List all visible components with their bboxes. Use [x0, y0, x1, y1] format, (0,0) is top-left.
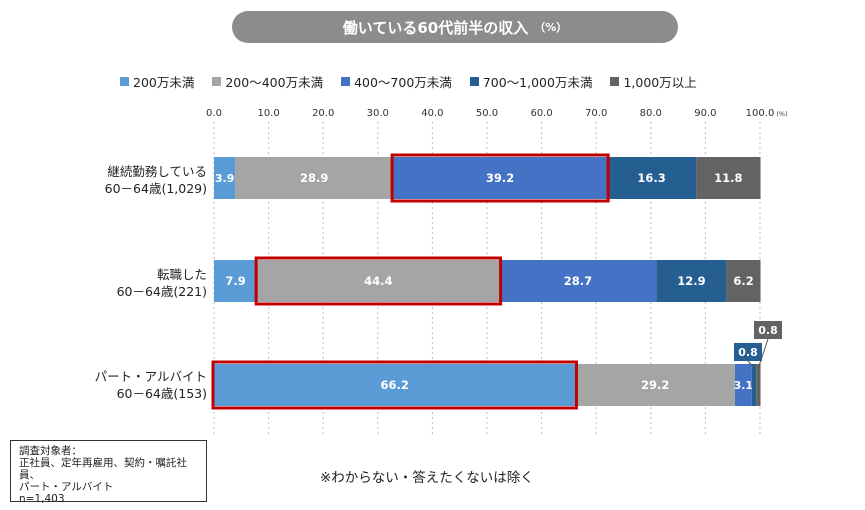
category-label-continued: 継続勤務している 60－64歳(1,029)	[105, 163, 207, 197]
bar-segment	[257, 260, 500, 302]
category-label-line1: 継続勤務している	[107, 164, 207, 179]
legend-swatch	[341, 77, 351, 86]
legend-label: 200万未満	[133, 75, 195, 90]
bar-segment	[726, 260, 761, 302]
category-label-line2: 60－64歳(1,029)	[104, 181, 207, 196]
data-label: 28.7	[564, 274, 592, 288]
legend-item-over-1000: 1,000万以上	[610, 72, 697, 91]
legend-label: 200～400万未満	[225, 75, 324, 90]
legend-swatch	[212, 77, 222, 86]
legend-label: 700～1,000万未満	[482, 75, 593, 90]
x-tick-label: 10.0	[257, 108, 279, 119]
legend-label: 400～700万未満	[354, 75, 452, 90]
data-label: 16.3	[637, 171, 665, 185]
note-line: パート・アルバイト	[19, 481, 114, 493]
x-tick-label: 90.0	[694, 108, 716, 119]
x-axis-unit: (%)	[776, 110, 787, 118]
bar-segment	[214, 364, 576, 406]
callout-label: 0.8	[758, 324, 778, 337]
bar-segment	[734, 364, 752, 406]
x-tick-label: 40.0	[421, 108, 443, 119]
x-tick-label: 60.0	[530, 108, 552, 119]
note-line: n=1,403	[19, 493, 65, 505]
chart-title-unit: （%）	[534, 21, 568, 34]
data-label: 66.2	[381, 378, 409, 392]
survey-note-box: 調査対象者： 正社員、定年再雇用、契約・嘱託社員、 パート・アルバイト n=1,…	[10, 440, 207, 505]
callout-line	[747, 360, 755, 369]
category-label-part-time: パート・アルバイト 60－64歳(153)	[95, 368, 207, 402]
chart-title-pill: 働いている60代前半の収入 （%）	[232, 11, 678, 43]
x-tick-label: 80.0	[640, 108, 662, 119]
bar-segment	[656, 260, 727, 302]
bar-segment	[575, 364, 735, 406]
legend-item-under-200: 200万未満	[120, 72, 194, 91]
legend-label: 1,000万以上	[623, 75, 697, 90]
data-label: 28.9	[300, 171, 328, 185]
x-tick-label: 100.0	[746, 108, 775, 119]
highlight-box	[211, 360, 578, 410]
bar-segment	[214, 157, 236, 199]
bar-segment	[499, 260, 657, 302]
callout-box	[734, 343, 762, 361]
stacked-bar-chart: 0.0 10.0 20.0 30.0 40.0 50.0 60.0 70.0 80.0 90.0 1…	[206, 108, 788, 436]
bar-segment	[214, 260, 258, 302]
bar-segment	[751, 364, 757, 406]
legend: 200万未満 200～400万未満 400～700万未満 700～1,000万未…	[120, 72, 697, 91]
bar-segment	[756, 364, 761, 406]
legend-swatch	[469, 77, 479, 86]
legend-item-200-400: 200～400万未満	[212, 72, 323, 91]
x-tick-label: 30.0	[367, 108, 389, 119]
legend-swatch	[610, 77, 620, 86]
category-label-line2: 60－64歳(221)	[116, 284, 207, 299]
data-label: 7.9	[225, 274, 245, 288]
callout-label: 0.8	[738, 346, 758, 359]
data-label: 12.9	[677, 274, 705, 288]
x-tick-label: 70.0	[585, 108, 607, 119]
category-label-job-change: 転職した 60－64歳(221)	[117, 266, 207, 300]
data-label: 44.4	[364, 274, 392, 288]
x-tick-label: 50.0	[476, 108, 498, 119]
x-tick-label: 0.0	[206, 108, 222, 119]
legend-swatch	[120, 77, 129, 86]
chart-title: 働いている60代前半の収入	[342, 18, 529, 37]
data-label: 29.2	[641, 378, 669, 392]
callout-line	[757, 338, 769, 369]
category-label-line2: 60－64歳(153)	[116, 386, 207, 401]
data-label: 3.9	[215, 172, 235, 185]
data-label: 39.2	[486, 171, 514, 185]
bar-segment	[696, 157, 761, 199]
data-label: 11.8	[714, 171, 742, 185]
category-label-line1: 転職した	[156, 267, 207, 282]
bar-segment	[393, 157, 608, 199]
note-line: 正社員、定年再雇用、契約・嘱託社員、	[19, 457, 187, 481]
footnote: ※わからない・答えたくないは除く	[320, 470, 534, 486]
data-label: 3.1	[734, 379, 754, 392]
highlight-box	[254, 256, 503, 306]
note-line: 調査対象者：	[19, 445, 82, 457]
data-label: 6.2	[733, 274, 753, 288]
highlight-box	[390, 153, 610, 203]
x-tick-label: 20.0	[312, 108, 334, 119]
legend-item-400-700: 400～700万未満	[341, 72, 452, 91]
bar-segment	[607, 157, 697, 199]
category-label-line1: パート・アルバイト	[94, 369, 207, 384]
bar-segment	[235, 157, 394, 199]
legend-item-700-1000: 700～1,000万未満	[469, 72, 593, 91]
callout-box	[754, 321, 782, 339]
